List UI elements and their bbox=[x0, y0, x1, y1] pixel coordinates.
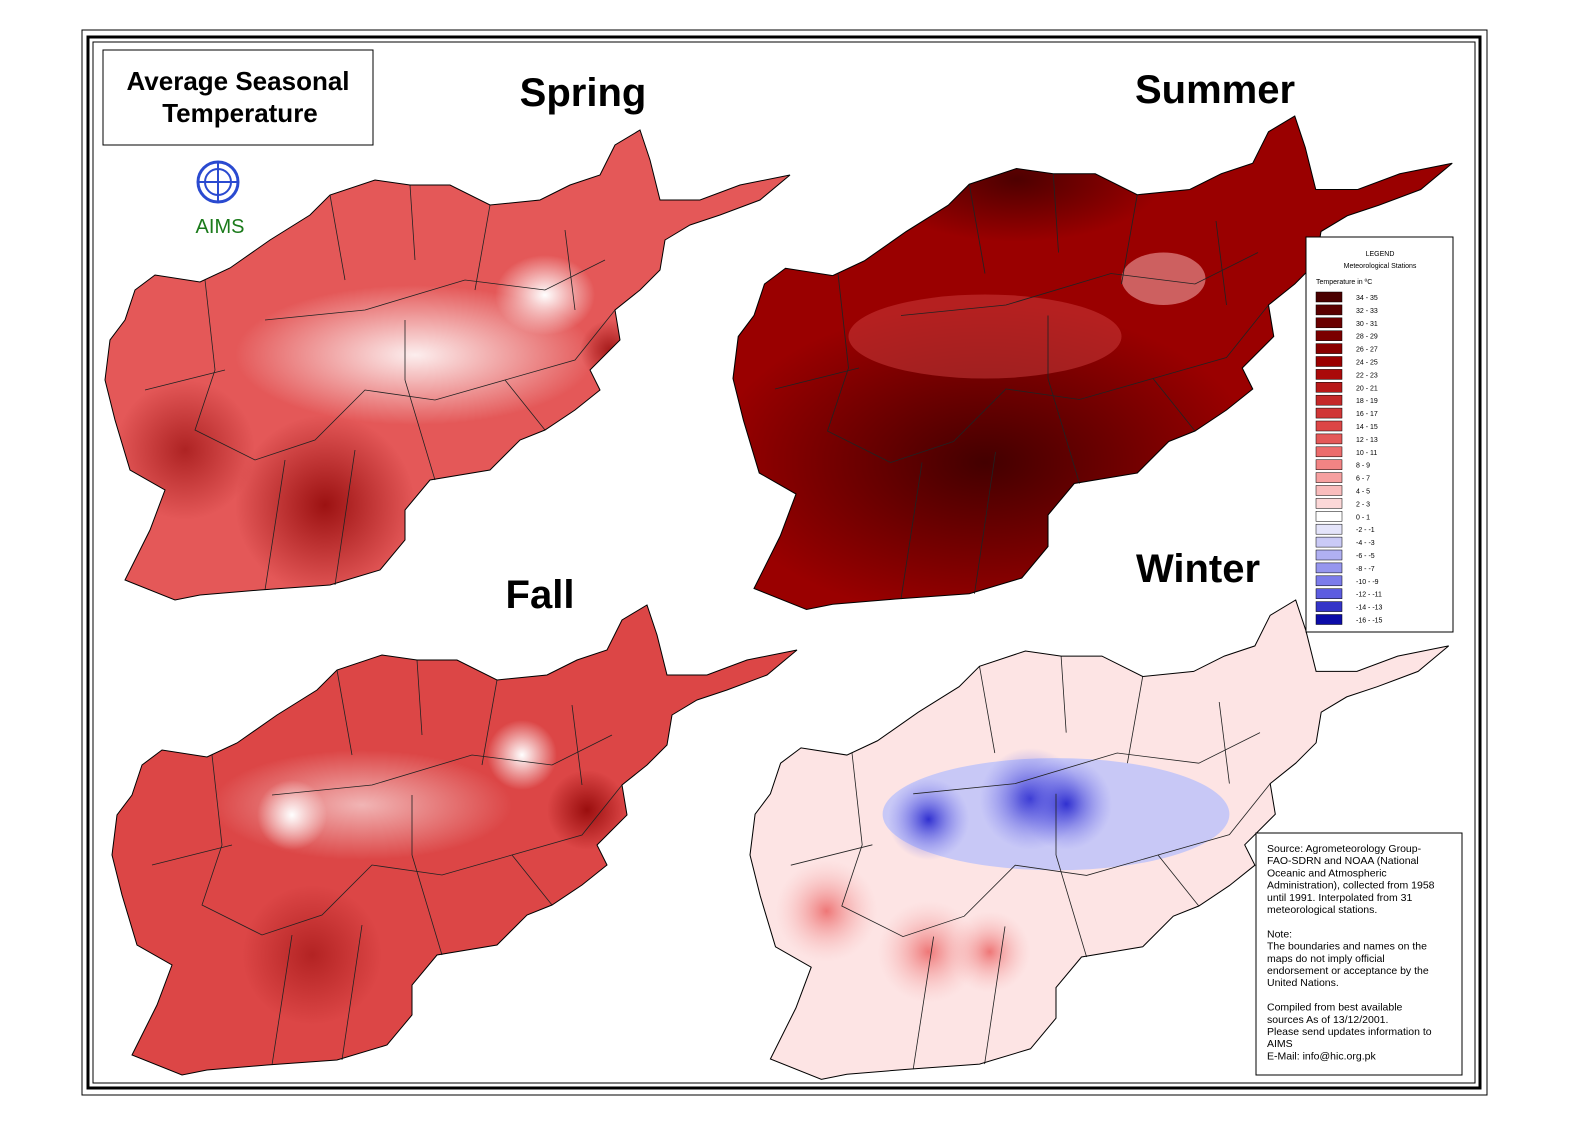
inner-border bbox=[92, 41, 1476, 1084]
legend-swatch bbox=[1315, 317, 1343, 329]
legend-swatch bbox=[1315, 575, 1343, 587]
note-line: United Nations. bbox=[1267, 977, 1339, 989]
legend-swatch bbox=[1315, 330, 1343, 341]
legend-title: LEGEND bbox=[1366, 251, 1395, 258]
season-title: Winter bbox=[1136, 547, 1260, 591]
legend-swatch bbox=[1315, 356, 1343, 367]
note-line: endorsement or acceptance by the bbox=[1267, 965, 1429, 977]
legend-swatch bbox=[1315, 588, 1343, 599]
note-line: sources As of 13/12/2001. bbox=[1267, 1014, 1388, 1026]
note-line: Administration), collected from 1958 bbox=[1267, 880, 1435, 892]
legend-subtitle: Meteorological Stations bbox=[1344, 263, 1417, 270]
legend-swatch bbox=[1315, 549, 1343, 561]
legend-swatch bbox=[1315, 420, 1343, 432]
season-title: Summer bbox=[1135, 68, 1295, 112]
legend-label: 26 - 27 bbox=[1356, 347, 1378, 354]
org-name: AIMS bbox=[196, 216, 245, 238]
legend-swatch bbox=[1315, 511, 1343, 522]
legend-label: 4 - 5 bbox=[1356, 489, 1370, 496]
note-line: Compiled from best available bbox=[1267, 1002, 1403, 1014]
legend-label: 24 - 25 bbox=[1356, 360, 1378, 367]
season-title: Spring bbox=[520, 71, 647, 115]
season-title: Fall bbox=[506, 573, 575, 617]
legend-swatch bbox=[1315, 459, 1343, 470]
note-line: Oceanic and Atmospheric bbox=[1267, 867, 1387, 879]
legend-swatch bbox=[1315, 614, 1343, 625]
legend-swatch bbox=[1315, 343, 1343, 354]
legend-label: -6 - -5 bbox=[1356, 553, 1375, 560]
fall-map bbox=[111, 604, 798, 1076]
legend-swatch bbox=[1315, 394, 1343, 406]
legend-label: 8 - 9 bbox=[1356, 463, 1370, 470]
legend-label: -8 - -7 bbox=[1356, 566, 1375, 573]
note-line: maps do not imply official bbox=[1267, 953, 1385, 965]
legend-label: 0 - 1 bbox=[1356, 514, 1370, 521]
legend-swatch bbox=[1315, 523, 1343, 535]
legend-label: 34 - 35 bbox=[1356, 295, 1378, 302]
note-line: meteorological stations. bbox=[1267, 904, 1377, 916]
legend-label: -2 - -1 bbox=[1356, 527, 1375, 534]
legend-label: 28 - 29 bbox=[1356, 334, 1378, 341]
legend-swatch bbox=[1315, 536, 1343, 548]
legend-swatch bbox=[1315, 485, 1343, 496]
outer-border bbox=[81, 29, 1488, 1096]
legend-swatch bbox=[1315, 433, 1343, 445]
un-logo bbox=[196, 160, 240, 204]
note-line: FAO-SDRN and NOAA (National bbox=[1267, 855, 1419, 867]
note-line: until 1991. Interpolated from 31 bbox=[1267, 892, 1413, 904]
legend: LEGEND Meteorological Stations Temperatu… bbox=[1305, 236, 1454, 633]
legend-swatch bbox=[1315, 446, 1343, 458]
legend-label: 18 - 19 bbox=[1356, 398, 1378, 405]
note-line: E-Mail: info@hic.org.pk bbox=[1267, 1050, 1376, 1062]
legend-swatch bbox=[1315, 498, 1343, 509]
note-line: AIMS bbox=[1267, 1038, 1293, 1050]
note-line: The boundaries and names on the bbox=[1267, 941, 1427, 953]
legend-label: 16 - 17 bbox=[1356, 411, 1378, 418]
legend-label: 20 - 21 bbox=[1356, 385, 1378, 392]
note-line: Note: bbox=[1267, 928, 1292, 940]
note: Source: Agrometeorology Group-FAO-SDRN a… bbox=[1255, 832, 1463, 1076]
note-line: Source: Agrometeorology Group- bbox=[1267, 843, 1422, 855]
legend-swatch bbox=[1315, 369, 1343, 380]
legend-label: 30 - 31 bbox=[1356, 321, 1378, 328]
legend-label: 6 - 7 bbox=[1356, 476, 1370, 483]
note-box bbox=[1255, 832, 1463, 1076]
legend-label: 10 - 11 bbox=[1356, 450, 1377, 457]
legend-label: -16 - -15 bbox=[1356, 618, 1383, 625]
legend-label: 32 - 33 bbox=[1356, 308, 1378, 315]
spring-map bbox=[104, 129, 791, 601]
note-line: Please send updates information to bbox=[1267, 1026, 1432, 1038]
legend-swatch bbox=[1315, 562, 1343, 574]
frame bbox=[86, 35, 1482, 1090]
legend-swatch bbox=[1315, 407, 1343, 419]
legend-swatch bbox=[1315, 472, 1343, 483]
legend-label: 2 - 3 bbox=[1356, 501, 1370, 508]
title-box bbox=[102, 49, 374, 146]
legend-label: 22 - 23 bbox=[1356, 372, 1378, 379]
title-line: Average Seasonal bbox=[126, 66, 349, 96]
legend-swatch bbox=[1315, 601, 1343, 612]
legend-swatch bbox=[1315, 291, 1343, 303]
legend-label: -4 - -3 bbox=[1356, 540, 1375, 547]
legend-label: 14 - 15 bbox=[1356, 424, 1378, 431]
legend-label: 12 - 13 bbox=[1356, 437, 1378, 444]
legend-swatch bbox=[1315, 304, 1343, 316]
title-line: Temperature bbox=[162, 98, 318, 128]
legend-label: -12 - -11 bbox=[1356, 592, 1382, 599]
legend-label: -10 - -9 bbox=[1356, 579, 1379, 586]
legend-unit: Temperature in ºC bbox=[1316, 279, 1372, 286]
legend-swatch bbox=[1315, 382, 1343, 393]
legend-label: -14 - -13 bbox=[1356, 605, 1383, 612]
